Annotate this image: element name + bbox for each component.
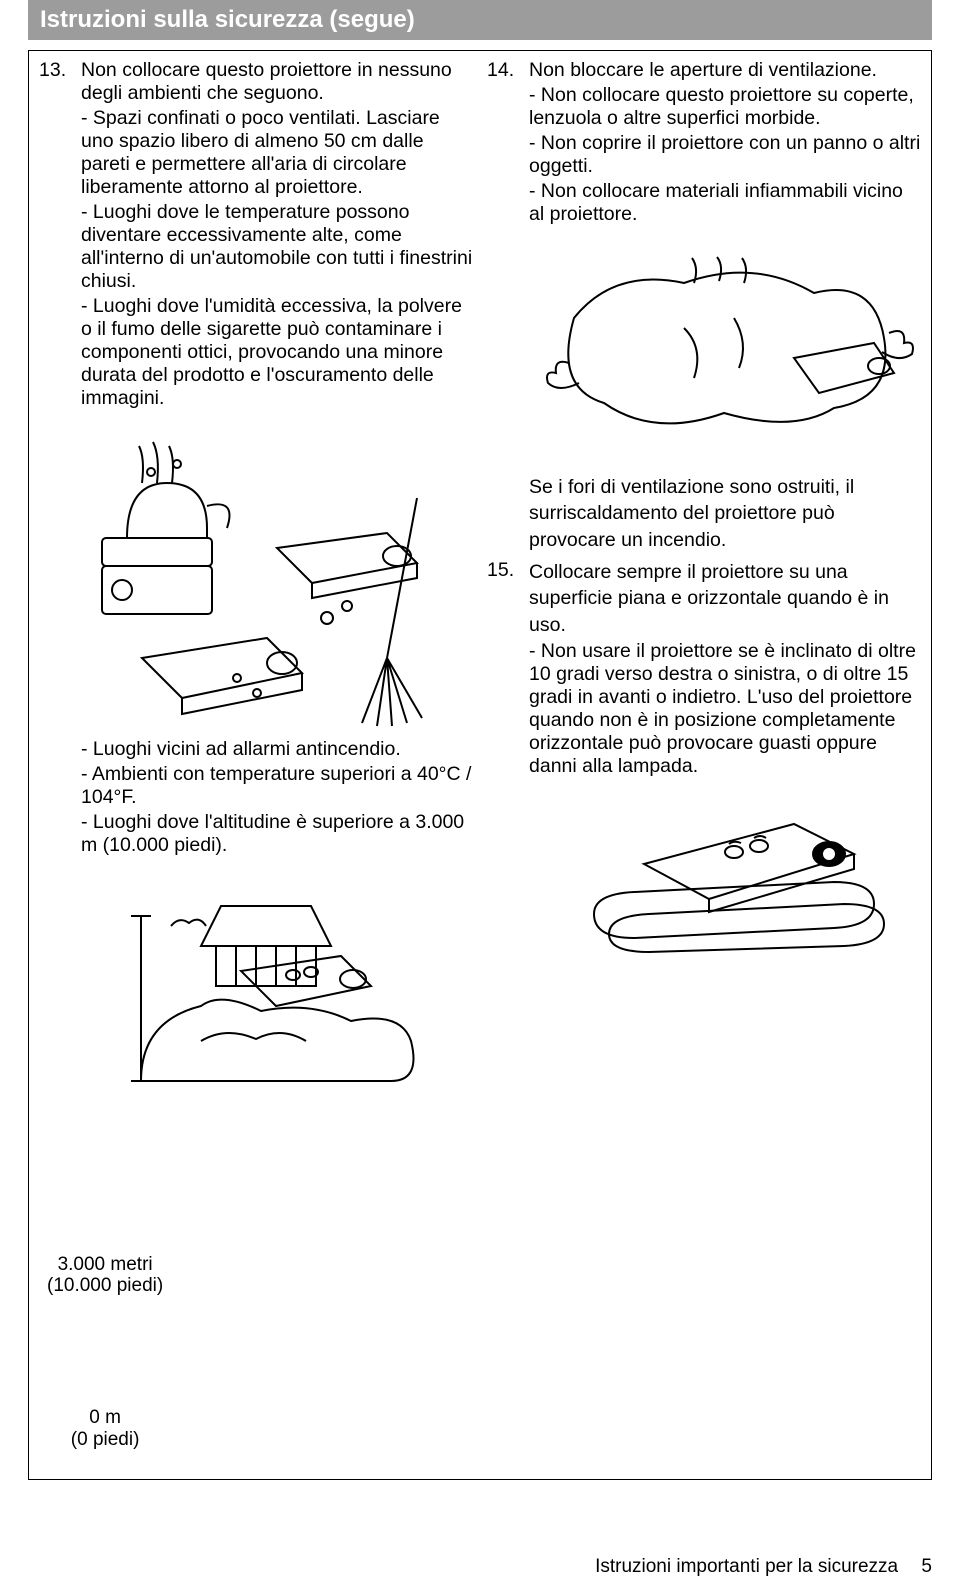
item14-p2: - Non coprire il proiettore con un panno… (529, 132, 921, 178)
altitude-top-1: 3.000 metri (47, 1254, 163, 1276)
altitude-labels: 3.000 metri (10.000 piedi) 0 m (0 piedi) (47, 1254, 163, 1451)
item13-number: 13. (39, 59, 81, 105)
right-column: 14. Non bloccare le aperture di ventilaz… (487, 59, 921, 1099)
item13-body: - Spazi confinati o poco ventilati. Lasc… (81, 107, 473, 410)
item14-body: - Non collocare questo proiettore su cop… (529, 84, 921, 226)
item13-p1: - Spazi confinati o poco ventilati. Lasc… (81, 107, 473, 199)
left-column: 13. Non collocare questo proiettore in n… (39, 59, 473, 1099)
item13-p2: - Luoghi dove le temperature possono div… (81, 201, 473, 293)
item13-p5: - Ambienti con temperature superiori a 4… (81, 763, 473, 809)
illustration-tilted-cushion (527, 794, 921, 954)
footer-page-number: 5 (921, 1556, 932, 1577)
footer-text: Istruzioni importanti per la sicurezza (595, 1556, 898, 1577)
item15-body: - Non usare il proiettore se è inclinato… (529, 640, 921, 778)
item15-p1: - Non usare il proiettore se è inclinato… (529, 640, 921, 778)
item13-title: Non collocare questo proiettore in nessu… (81, 59, 473, 105)
item13-p6: - Luoghi dove l'altitudine è superiore a… (81, 811, 473, 857)
item14-p1: - Non collocare questo proiettore su cop… (529, 84, 921, 130)
illustration-cloth-cover (527, 248, 921, 448)
item15-title: Collocare sempre il proiettore su una su… (529, 559, 921, 638)
item13-p3: - Luoghi dove l'umidità eccessiva, la po… (81, 295, 473, 410)
item13-p4: - Luoghi vicini ad allarmi antincendio. (81, 738, 473, 761)
altitude-top-2: (10.000 piedi) (47, 1275, 163, 1297)
item14-number: 14. (487, 59, 529, 82)
content-frame: 13. Non collocare questo proiettore in n… (28, 50, 932, 1480)
item14-title: Non bloccare le aperture di ventilazione… (529, 59, 921, 82)
altitude-bot-2: (0 piedi) (47, 1429, 163, 1451)
illustration-altitude (69, 871, 473, 1091)
illustration-kettle-broom (81, 428, 473, 728)
item13-body2: - Luoghi vicini ad allarmi antincendio. … (81, 738, 473, 857)
item-mid-body: Se i fori di ventilazione sono ostruiti,… (529, 474, 921, 553)
altitude-bot-1: 0 m (47, 1407, 163, 1429)
section-header: Istruzioni sulla sicurezza (segue) (28, 0, 932, 40)
item14-p3: - Non collocare materiali infiammabili v… (529, 180, 921, 226)
item-mid-p1: Se i fori di ventilazione sono ostruiti,… (529, 474, 921, 553)
item15-number: 15. (487, 559, 529, 638)
page-footer: Istruzioni importanti per la sicurezza 5 (595, 1556, 932, 1578)
